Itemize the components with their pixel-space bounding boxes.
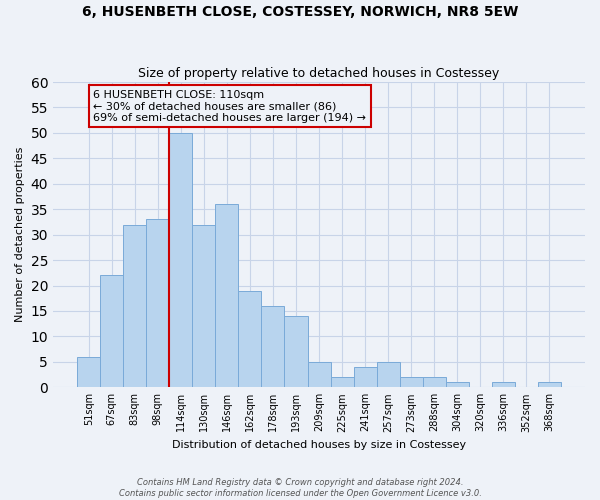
Text: 6, HUSENBETH CLOSE, COSTESSEY, NORWICH, NR8 5EW: 6, HUSENBETH CLOSE, COSTESSEY, NORWICH, … [82,5,518,19]
Y-axis label: Number of detached properties: Number of detached properties [15,147,25,322]
X-axis label: Distribution of detached houses by size in Costessey: Distribution of detached houses by size … [172,440,466,450]
Text: 6 HUSENBETH CLOSE: 110sqm
← 30% of detached houses are smaller (86)
69% of semi-: 6 HUSENBETH CLOSE: 110sqm ← 30% of detac… [94,90,367,123]
Bar [377,362,400,388]
Title: Size of property relative to detached houses in Costessey: Size of property relative to detached ho… [139,66,500,80]
Bar [422,377,446,388]
Bar [100,276,123,388]
Bar [193,224,215,388]
Bar [262,306,284,388]
Bar [538,382,561,388]
Bar [492,382,515,388]
Bar [169,133,193,388]
Bar [123,224,146,388]
Bar [215,204,238,388]
Bar [146,220,169,388]
Bar [284,316,308,388]
Text: Contains HM Land Registry data © Crown copyright and database right 2024.
Contai: Contains HM Land Registry data © Crown c… [119,478,481,498]
Bar [238,290,262,388]
Bar [331,377,353,388]
Bar [400,377,422,388]
Bar [353,367,377,388]
Bar [77,357,100,388]
Bar [308,362,331,388]
Bar [446,382,469,388]
